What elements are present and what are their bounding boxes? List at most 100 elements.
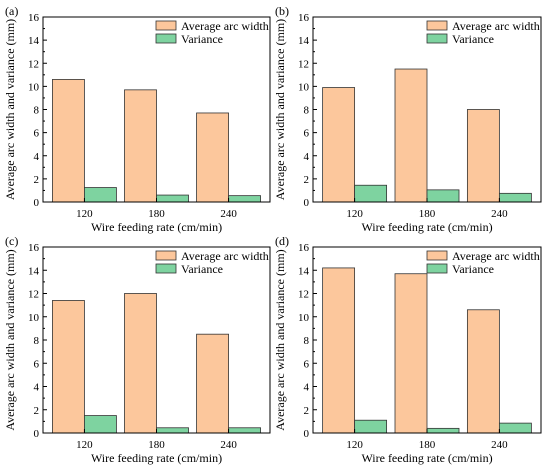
y-tick-label: 4 xyxy=(34,151,40,163)
y-tick-label: 6 xyxy=(34,358,40,370)
panel-label: (b) xyxy=(275,4,289,18)
legend-swatch-avg xyxy=(155,250,177,261)
legend-swatch-var xyxy=(155,263,177,274)
y-tick-label: 16 xyxy=(298,242,310,254)
x-tick-label: 120 xyxy=(346,208,363,220)
legend-swatch-avg xyxy=(155,20,177,31)
y-axis-title: Average arc width and variance (mm) xyxy=(273,19,287,200)
x-tick-label: 120 xyxy=(76,208,93,220)
y-tick-label: 2 xyxy=(34,405,40,417)
y-tick-label: 14 xyxy=(28,265,40,277)
legend-label-var: Variance xyxy=(452,262,494,276)
y-tick-label: 14 xyxy=(298,265,310,277)
y-tick-label: 0 xyxy=(34,197,40,209)
y-tick-label: 4 xyxy=(304,382,310,394)
bar-var-180 xyxy=(426,427,460,434)
legend-label-avg: Average arc width xyxy=(452,249,540,263)
x-tick-label: 240 xyxy=(220,208,237,220)
y-tick-label: 0 xyxy=(304,428,310,440)
y-tick-label: 0 xyxy=(34,428,40,440)
bar-avg-180 xyxy=(124,89,157,203)
bar-avg-180 xyxy=(124,293,157,434)
y-tick-label: 8 xyxy=(34,105,40,117)
y-tick-label: 0 xyxy=(304,197,310,209)
y-tick-label: 2 xyxy=(304,405,310,417)
y-tick-label: 12 xyxy=(298,289,309,301)
y-tick-label: 8 xyxy=(34,335,40,347)
bar-avg-120 xyxy=(52,300,85,434)
bar-var-180 xyxy=(156,194,189,203)
x-tick-label: 240 xyxy=(491,208,508,220)
y-tick-label: 2 xyxy=(304,174,310,186)
legend-swatch-var xyxy=(426,33,448,44)
y-tick-label: 12 xyxy=(28,58,39,70)
bar-var-240 xyxy=(228,427,261,434)
legend-label-avg: Average arc width xyxy=(452,19,540,33)
legend-swatch-avg xyxy=(426,250,448,261)
y-tick-label: 8 xyxy=(304,105,310,117)
x-tick-label: 120 xyxy=(346,439,363,451)
bar-var-120 xyxy=(84,187,117,203)
legend-label-var: Variance xyxy=(181,262,223,276)
legend-swatch-var xyxy=(426,263,448,274)
bar-avg-240 xyxy=(466,109,500,203)
y-tick-label: 12 xyxy=(28,289,39,301)
bar-avg-120 xyxy=(322,267,356,434)
bar-avg-180 xyxy=(394,68,428,203)
x-axis-title: Wire feeding rate (cm/min) xyxy=(91,220,222,234)
panel-label: (c) xyxy=(5,234,18,248)
y-tick-label: 16 xyxy=(298,12,310,24)
x-tick-label: 240 xyxy=(220,439,237,451)
y-axis-title: Average arc width and variance (mm) xyxy=(273,249,287,430)
x-axis-title: Wire feeding rate (cm/min) xyxy=(91,451,222,465)
y-tick-label: 10 xyxy=(28,312,40,324)
bar-avg-180 xyxy=(394,273,428,434)
y-tick-label: 4 xyxy=(304,151,310,163)
x-axis-title: Wire feeding rate (cm/min) xyxy=(361,220,492,234)
y-tick-label: 10 xyxy=(28,81,40,93)
y-tick-label: 6 xyxy=(304,358,310,370)
bar-var-120 xyxy=(84,415,117,434)
y-tick-label: 6 xyxy=(304,128,310,140)
y-axis-title: Average arc width and variance (mm) xyxy=(3,19,17,200)
y-tick-label: 16 xyxy=(28,12,40,24)
x-tick-label: 180 xyxy=(419,439,436,451)
y-tick-label: 10 xyxy=(298,81,310,93)
legend-label-avg: Average arc width xyxy=(181,19,269,33)
x-tick-label: 180 xyxy=(148,208,165,220)
bar-var-240 xyxy=(498,422,532,434)
x-tick-label: 180 xyxy=(419,208,436,220)
bar-var-240 xyxy=(498,192,532,203)
legend-label-avg: Average arc width xyxy=(181,249,269,263)
bar-var-240 xyxy=(228,195,261,203)
y-tick-label: 14 xyxy=(298,35,310,47)
legend-swatch-var xyxy=(155,33,177,44)
bar-avg-240 xyxy=(196,333,229,434)
bar-avg-120 xyxy=(52,79,85,203)
legend-label-var: Variance xyxy=(181,32,223,46)
x-tick-label: 120 xyxy=(76,439,93,451)
x-tick-label: 180 xyxy=(148,439,165,451)
legend-swatch-avg xyxy=(426,20,448,31)
y-tick-label: 2 xyxy=(34,174,40,186)
bar-avg-240 xyxy=(196,112,229,203)
y-tick-label: 10 xyxy=(298,312,310,324)
bar-var-120 xyxy=(354,419,388,434)
bar-avg-120 xyxy=(322,87,356,203)
bar-var-180 xyxy=(426,189,460,203)
panel-label: (a) xyxy=(5,4,18,18)
x-axis-title: Wire feeding rate (cm/min) xyxy=(361,451,492,465)
legend-label-var: Variance xyxy=(452,32,494,46)
y-tick-label: 8 xyxy=(304,335,310,347)
y-tick-label: 16 xyxy=(28,242,40,254)
y-tick-label: 4 xyxy=(34,382,40,394)
panel-label: (d) xyxy=(275,234,289,248)
bar-var-180 xyxy=(156,427,189,434)
y-tick-label: 14 xyxy=(28,35,40,47)
y-tick-label: 6 xyxy=(34,128,40,140)
y-tick-label: 12 xyxy=(298,58,309,70)
